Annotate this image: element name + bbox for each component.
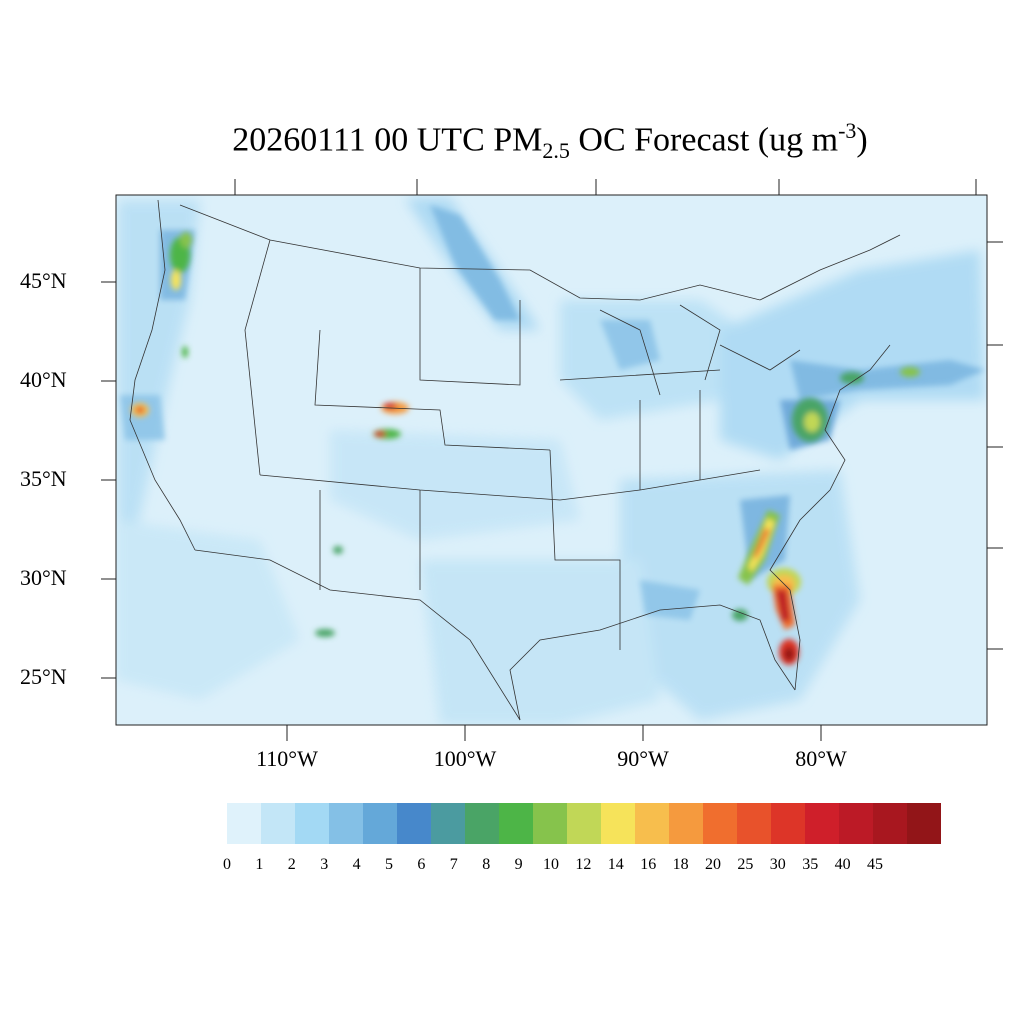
title-suffix: ) bbox=[856, 121, 868, 159]
legend-label: 5 bbox=[385, 856, 393, 873]
legend-label: 16 bbox=[640, 856, 657, 873]
title-prefix: 20260111 00 UTC PM bbox=[232, 121, 543, 159]
legend-swatch bbox=[261, 803, 295, 844]
title-superscript: -3 bbox=[838, 118, 857, 143]
axis-ticks bbox=[101, 179, 1003, 741]
lat-label-30: 30°N bbox=[20, 565, 67, 590]
legend-label: 18 bbox=[672, 856, 689, 873]
great-lakes bbox=[599, 304, 801, 396]
legend-swatch bbox=[805, 803, 839, 844]
plume-gulf bbox=[420, 560, 660, 725]
west-coast bbox=[129, 199, 196, 551]
legend-label: 45 bbox=[867, 856, 883, 873]
legend-swatch bbox=[567, 803, 601, 844]
legend-swatch bbox=[669, 803, 703, 844]
lon-label-80: 80°W bbox=[795, 746, 847, 771]
legend-label: 9 bbox=[514, 856, 523, 873]
state-line-4 bbox=[259, 469, 761, 501]
legend-swatch bbox=[329, 803, 363, 844]
boundaries bbox=[129, 199, 901, 721]
legend-swatch bbox=[635, 803, 669, 844]
lon-label-110: 110°W bbox=[256, 746, 318, 771]
map-border bbox=[115, 194, 988, 726]
lon-label-100: 100°W bbox=[433, 746, 497, 771]
map-title: 20260111 00 UTC PM2.5 OC Forecast (ug m-… bbox=[0, 118, 1024, 164]
legend-swatch bbox=[737, 803, 771, 844]
legend-swatch bbox=[363, 803, 397, 844]
legend-swatch bbox=[295, 803, 329, 844]
title-subscript: 2.5 bbox=[542, 138, 570, 164]
legend-label: 35 bbox=[802, 856, 819, 873]
legend-swatch bbox=[873, 803, 907, 844]
legend-swatch bbox=[601, 803, 635, 844]
legend-swatch bbox=[907, 803, 941, 844]
legend-label: 6 bbox=[417, 856, 426, 873]
legend-swatch bbox=[227, 803, 261, 844]
lat-label-45: 45°N bbox=[20, 268, 67, 293]
state-line-2 bbox=[314, 329, 551, 451]
state-line-1 bbox=[244, 239, 271, 476]
concentration-field bbox=[116, 198, 985, 725]
legend-label: 12 bbox=[575, 856, 592, 873]
legend-label: 14 bbox=[607, 856, 624, 873]
legend-label: 1 bbox=[255, 856, 264, 873]
state-line-3 bbox=[419, 268, 521, 386]
color-legend bbox=[227, 803, 941, 844]
east-coast bbox=[769, 344, 891, 691]
us-mexico-border bbox=[194, 549, 521, 721]
state-line-7 bbox=[319, 490, 421, 590]
legend-label: 3 bbox=[320, 856, 329, 873]
state-line-5 bbox=[549, 449, 621, 650]
legend-label: 2 bbox=[287, 856, 296, 873]
legend-label: 0 bbox=[223, 856, 231, 873]
plume-mexico bbox=[116, 520, 300, 700]
legend-label: 8 bbox=[482, 856, 491, 873]
state-line-6 bbox=[559, 369, 721, 490]
lat-label-40: 40°N bbox=[20, 367, 67, 392]
legend-label: 4 bbox=[352, 856, 361, 873]
legend-swatch bbox=[397, 803, 431, 844]
legend-swatch bbox=[533, 803, 567, 844]
legend-label: 20 bbox=[705, 856, 721, 873]
us-canada-border bbox=[179, 204, 901, 301]
lat-label-35: 35°N bbox=[20, 466, 67, 491]
legend-swatch bbox=[431, 803, 465, 844]
lat-label-25: 25°N bbox=[20, 664, 67, 689]
legend-swatch bbox=[499, 803, 533, 844]
legend-swatch bbox=[771, 803, 805, 844]
legend-swatch bbox=[839, 803, 873, 844]
title-middle: OC Forecast (ug m bbox=[569, 121, 839, 159]
legend-label: 30 bbox=[769, 856, 786, 873]
lon-label-90: 90°W bbox=[617, 746, 669, 771]
legend-label: 40 bbox=[834, 856, 851, 873]
legend-label: 10 bbox=[543, 856, 559, 873]
legend-label: 7 bbox=[449, 856, 458, 873]
gulf-coast bbox=[509, 604, 796, 721]
legend-swatch bbox=[465, 803, 499, 844]
plume-southeast bbox=[620, 470, 860, 720]
legend-swatch bbox=[703, 803, 737, 844]
plume-plains bbox=[330, 430, 580, 540]
legend-label: 25 bbox=[737, 856, 754, 873]
